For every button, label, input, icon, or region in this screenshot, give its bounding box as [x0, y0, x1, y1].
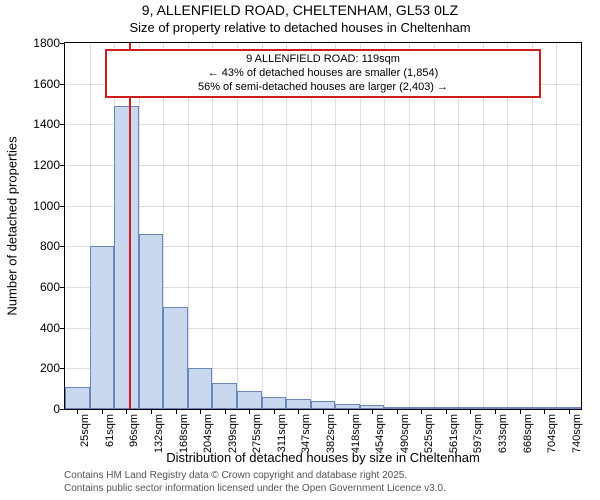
- x-tick-label: 633sqm: [497, 414, 509, 454]
- histogram-bar: [556, 407, 581, 409]
- footer-line-1: Contains HM Land Registry data © Crown c…: [64, 470, 407, 481]
- histogram-bar: [483, 407, 508, 409]
- histogram-bar: [434, 407, 459, 409]
- x-tick-label: 96sqm: [128, 414, 140, 454]
- chart-container: 9, ALLENFIELD ROAD, CHELTENHAM, GL53 0LZ…: [0, 0, 600, 500]
- histogram-bar: [65, 387, 90, 409]
- x-tick-label: 311sqm: [276, 414, 288, 454]
- x-axis-label: Distribution of detached houses by size …: [64, 450, 582, 465]
- x-tick-label: 454sqm: [374, 414, 386, 454]
- x-tick-label: 275sqm: [251, 414, 263, 454]
- y-tick-label: 1800: [26, 36, 60, 50]
- histogram-bar: [360, 405, 385, 409]
- histogram-bar: [114, 106, 139, 409]
- x-tick-label: 490sqm: [399, 414, 411, 454]
- histogram-bar: [212, 383, 237, 409]
- annotation-line-2: ← 43% of detached houses are smaller (1,…: [113, 67, 533, 81]
- x-tick-label: 347sqm: [300, 414, 312, 454]
- histogram-bar: [286, 399, 311, 409]
- x-tick-label: 525sqm: [423, 414, 435, 454]
- y-tick-label: 0: [26, 402, 60, 416]
- histogram-bar: [139, 234, 164, 409]
- histogram-bar: [237, 391, 262, 409]
- footer-line-2: Contains public sector information licen…: [64, 483, 446, 494]
- y-tick-label: 1600: [26, 77, 60, 91]
- y-tick-label: 200: [26, 361, 60, 375]
- histogram-bar: [90, 246, 115, 409]
- x-tick-label: 561sqm: [448, 414, 460, 454]
- y-tick-label: 1400: [26, 117, 60, 131]
- x-tick-label: 740sqm: [571, 414, 583, 454]
- histogram-bar: [335, 404, 360, 409]
- histogram-bar: [311, 401, 336, 409]
- x-tick-label: 204sqm: [202, 414, 214, 454]
- annotation-line-3: 56% of semi-detached houses are larger (…: [113, 81, 533, 95]
- chart-title-main: 9, ALLENFIELD ROAD, CHELTENHAM, GL53 0LZ: [0, 2, 600, 18]
- x-tick-label: 704sqm: [546, 414, 558, 454]
- x-tick-label: 239sqm: [227, 414, 239, 454]
- x-tick-label: 132sqm: [153, 414, 165, 454]
- histogram-bar: [188, 368, 213, 409]
- y-axis-label: Number of detached properties: [4, 42, 20, 410]
- y-tick-label: 1000: [26, 199, 60, 213]
- x-tick-label: 168sqm: [178, 414, 190, 454]
- y-tick-label: 600: [26, 280, 60, 294]
- histogram-bar: [384, 407, 409, 409]
- x-tick-label: 597sqm: [472, 414, 484, 454]
- histogram-bar: [458, 407, 483, 409]
- chart-title-sub: Size of property relative to detached ho…: [0, 20, 600, 35]
- y-tick-label: 800: [26, 239, 60, 253]
- y-tick-label: 400: [26, 321, 60, 335]
- x-tick-label: 382sqm: [325, 414, 337, 454]
- y-tick-label: 1200: [26, 158, 60, 172]
- histogram-bar: [409, 407, 434, 409]
- x-tick-label: 61sqm: [104, 414, 116, 454]
- histogram-bar: [163, 307, 188, 409]
- histogram-bar: [507, 407, 532, 409]
- histogram-bar: [262, 397, 287, 409]
- x-tick-label: 668sqm: [522, 414, 534, 454]
- annotation-line-1: 9 ALLENFIELD ROAD: 119sqm: [113, 53, 533, 67]
- histogram-bar: [532, 407, 557, 409]
- plot-area: 9 ALLENFIELD ROAD: 119sqm← 43% of detach…: [64, 42, 582, 410]
- x-tick-label: 25sqm: [79, 414, 91, 454]
- annotation-box: 9 ALLENFIELD ROAD: 119sqm← 43% of detach…: [105, 49, 541, 98]
- x-tick-label: 418sqm: [350, 414, 362, 454]
